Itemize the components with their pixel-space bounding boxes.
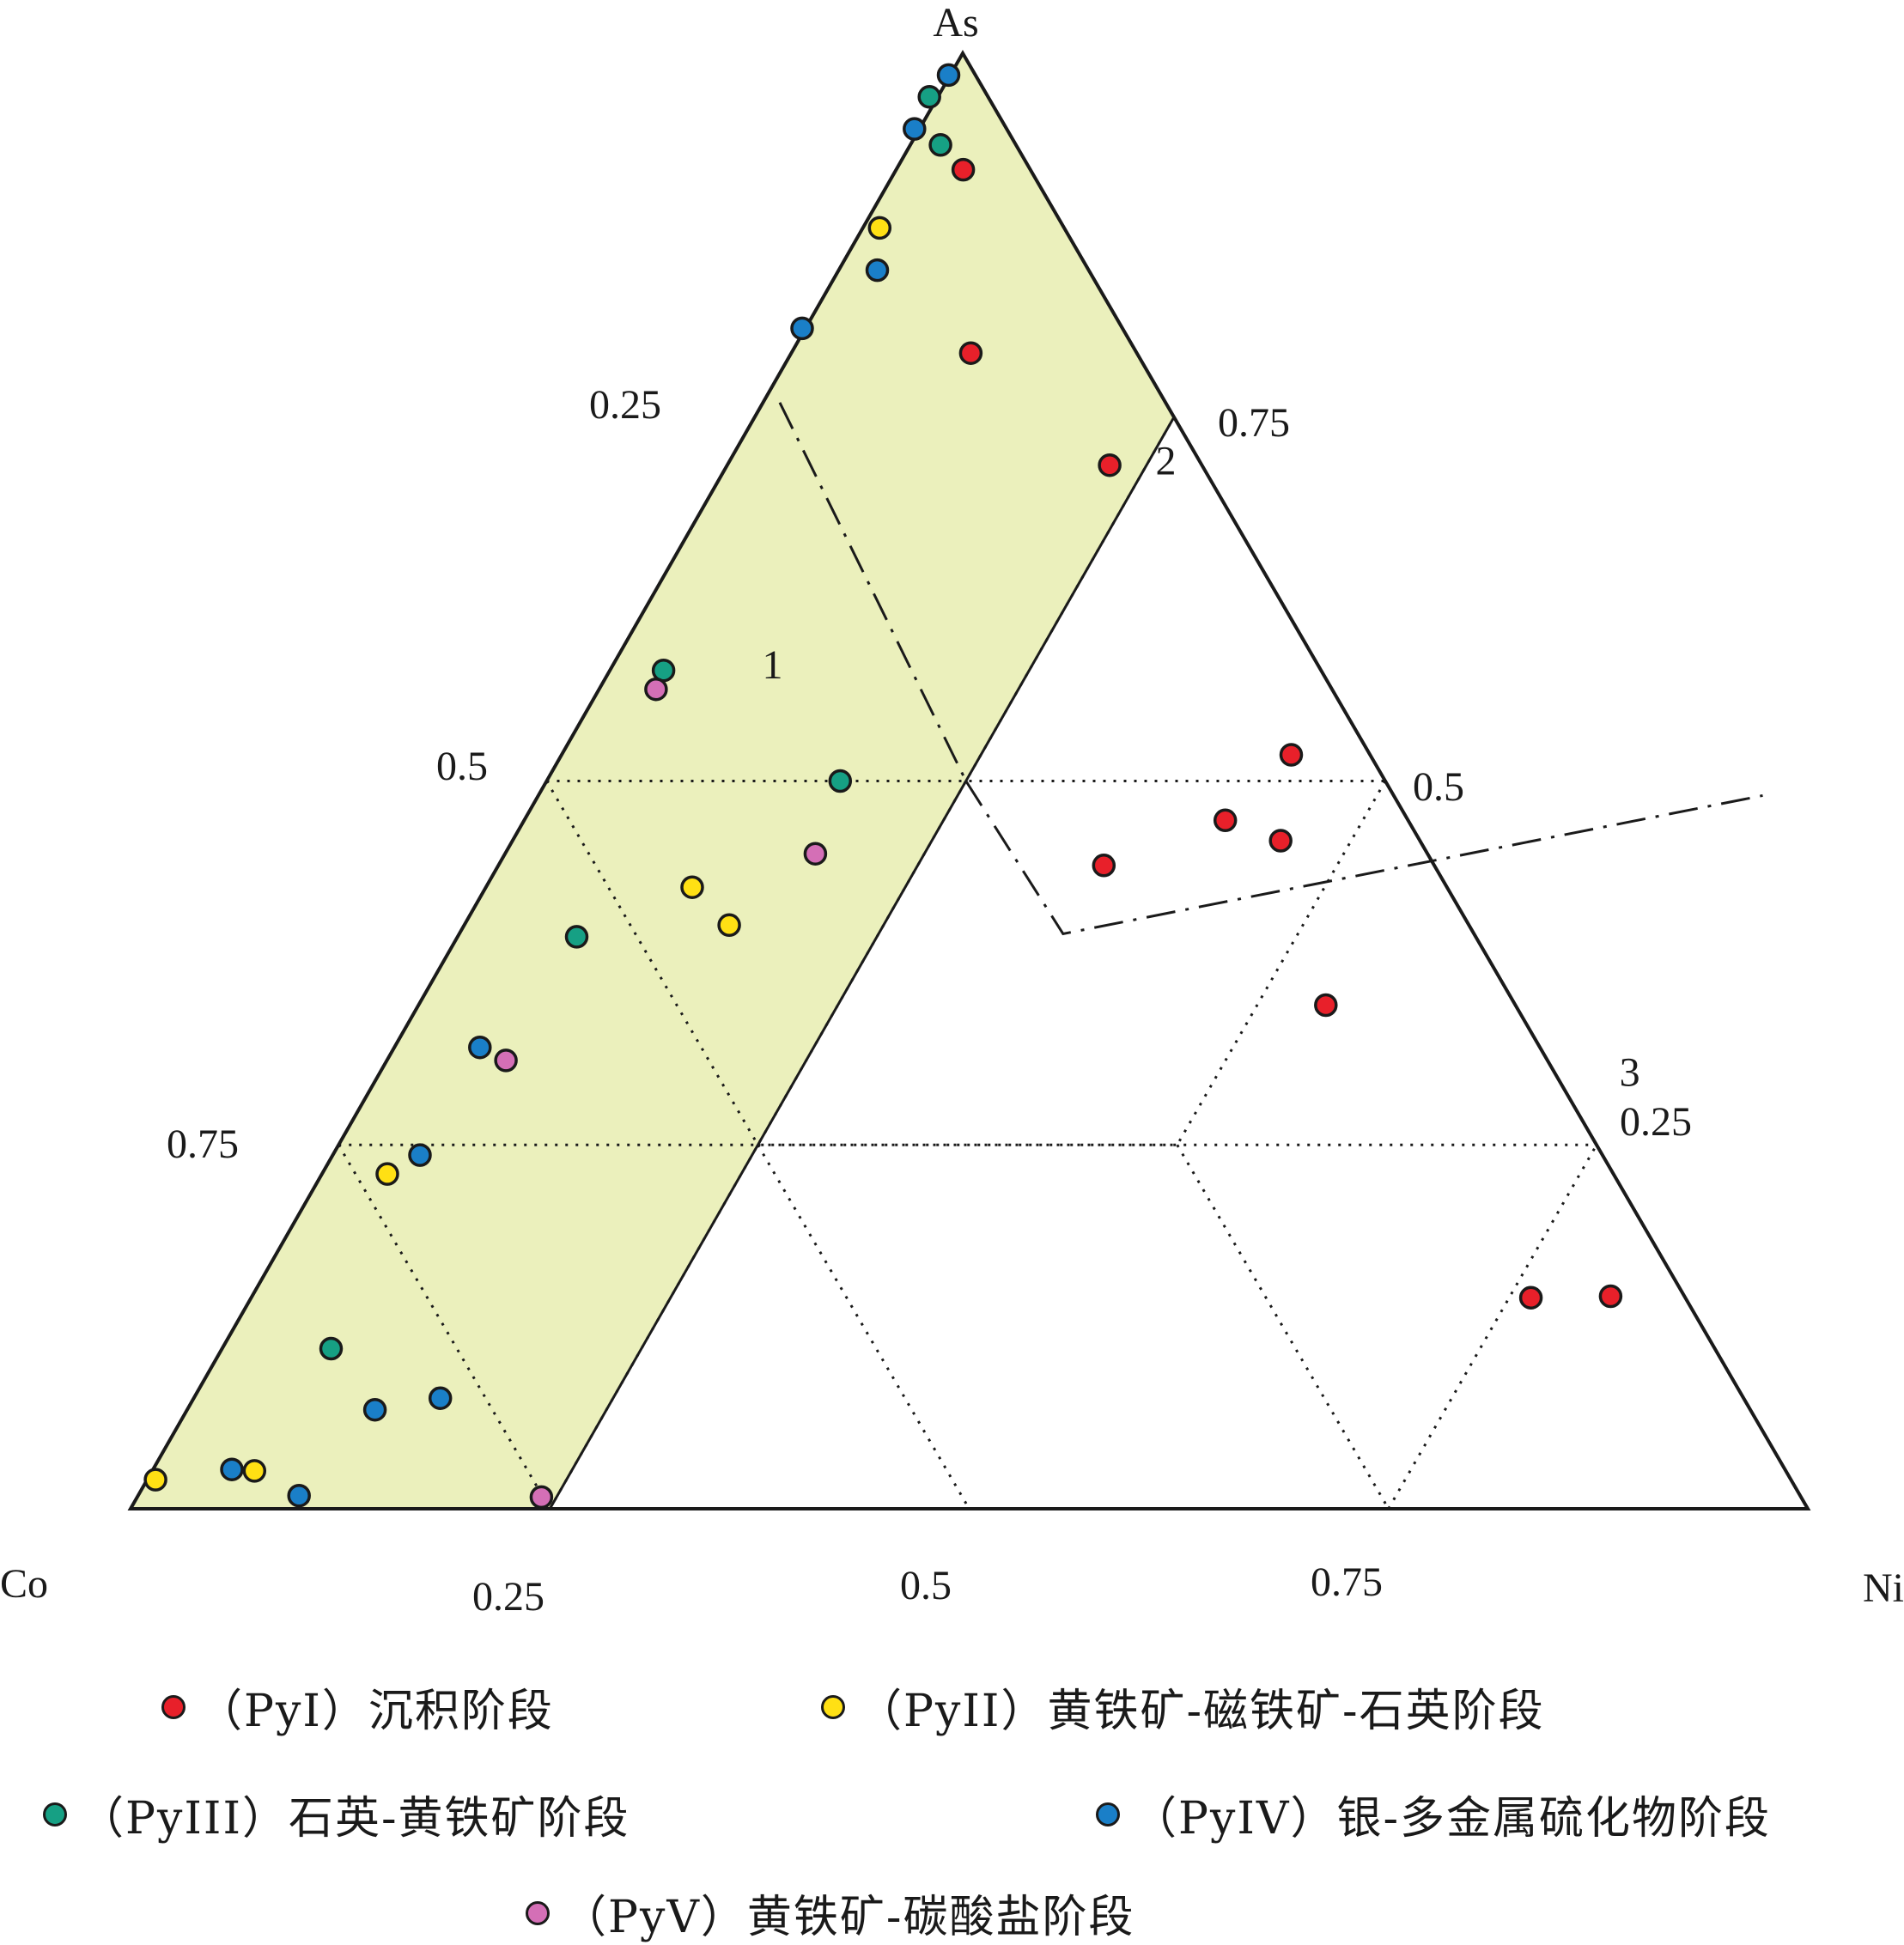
tick-label-left-3: 0.75 [167, 1121, 239, 1167]
tick-labels-layer: As Co Ni 0.25 0.5 0.75 0.75 0.5 0.25 0.2… [0, 0, 1904, 1620]
triangle-frame [127, 49, 1811, 1510]
data-point-pyii-6 [242, 1459, 267, 1483]
data-point-pyiv-1 [936, 63, 961, 88]
tick-label-right-3: 0.25 [1620, 1099, 1692, 1145]
data-point-pyii-3 [717, 913, 741, 938]
tick-label-bottom-1: 0.25 [472, 1574, 544, 1620]
dashdot-boundary-inner [964, 780, 1763, 936]
data-point-pyiii-1 [928, 133, 952, 157]
data-point-pyv-2 [803, 842, 828, 866]
data-points-layer [143, 63, 1623, 1510]
data-point-pyii-5 [143, 1468, 167, 1492]
data-point-pyii-2 [680, 875, 704, 899]
dashdot-boundary-1-2 [778, 402, 968, 782]
data-point-pyv-3 [494, 1048, 518, 1073]
dotted-line-a25-lower [1176, 1144, 1390, 1510]
dotted-line-a50-mid [757, 1144, 970, 1510]
data-point-pyiv-6 [408, 1143, 432, 1167]
vertex-label-co: Co [0, 1561, 48, 1607]
data-point-pyiv-9 [220, 1457, 244, 1481]
data-point-pyv-1 [644, 677, 668, 702]
data-point-pyv-4 [529, 1485, 554, 1510]
tick-label-right-1: 0.75 [1218, 400, 1290, 446]
data-point-pyiv-5 [468, 1035, 492, 1060]
data-point-pyiv-8 [362, 1397, 387, 1422]
data-point-pyiv-10 [287, 1483, 311, 1508]
data-point-pyii-4 [375, 1162, 399, 1186]
data-point-pyi-3 [1098, 453, 1122, 477]
data-point-pyi-6 [1268, 829, 1293, 853]
region-label-2: 2 [1155, 439, 1176, 484]
tick-label-right-2: 0.5 [1413, 764, 1464, 810]
dotted-line-b25-upper [548, 416, 1176, 1510]
vertex-label-as: As [933, 0, 978, 46]
data-point-pyi-8 [1314, 993, 1338, 1018]
data-point-pyiv-3 [865, 258, 890, 283]
data-point-pyiv-4 [790, 316, 814, 341]
tick-label-bottom-2: 0.5 [900, 1563, 952, 1608]
data-point-pyi-5 [1213, 808, 1238, 833]
vertex-label-ni: Ni [1863, 1565, 1904, 1611]
data-point-pyi-2 [958, 341, 983, 365]
triangle-frame-layer [127, 49, 1811, 1510]
dotted-line-a50-left [545, 780, 759, 1146]
data-point-pyi-4 [1279, 743, 1304, 767]
data-point-pyiv-2 [903, 117, 927, 141]
dotted-line-b75 [1387, 1144, 1598, 1510]
region-label-3: 3 [1620, 1050, 1640, 1096]
data-point-pyiii-5 [564, 925, 589, 949]
data-point-pyiii-2 [917, 85, 941, 109]
data-point-pyiv-7 [428, 1386, 453, 1410]
tick-label-bottom-3: 0.75 [1311, 1559, 1383, 1605]
data-point-pyiii-6 [319, 1336, 344, 1361]
data-point-pyi-7 [1092, 854, 1116, 878]
region-label-1: 1 [763, 642, 783, 688]
data-point-pyiii-4 [828, 769, 853, 793]
tick-label-left-1: 0.25 [589, 382, 661, 428]
dotted-line-a75-left [337, 1144, 551, 1510]
data-point-pyi-1 [951, 157, 976, 182]
data-point-pyi-10 [1598, 1284, 1623, 1309]
data-point-pyii-1 [867, 216, 892, 240]
tick-label-left-2: 0.5 [436, 744, 488, 789]
data-point-pyi-9 [1518, 1286, 1543, 1310]
